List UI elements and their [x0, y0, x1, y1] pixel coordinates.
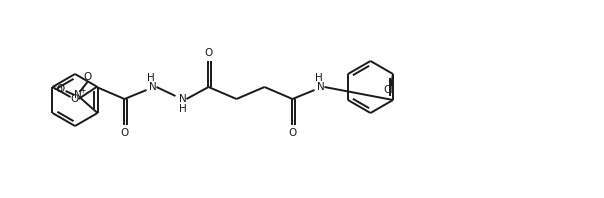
Text: Cl: Cl [384, 85, 394, 95]
Text: H: H [179, 104, 187, 114]
Text: -O: -O [53, 84, 66, 94]
Text: O: O [288, 128, 297, 138]
Text: N: N [179, 94, 187, 104]
Text: O: O [204, 48, 213, 58]
Text: O: O [70, 94, 79, 104]
Text: N: N [316, 82, 324, 92]
Text: O: O [83, 72, 92, 82]
Text: N: N [149, 82, 156, 92]
Text: H: H [315, 73, 323, 83]
Text: ⁻o: ⁻o [51, 84, 63, 94]
Text: +: + [79, 86, 86, 94]
Text: N: N [74, 90, 82, 100]
Text: H: H [147, 73, 155, 83]
Text: O: O [120, 128, 129, 138]
